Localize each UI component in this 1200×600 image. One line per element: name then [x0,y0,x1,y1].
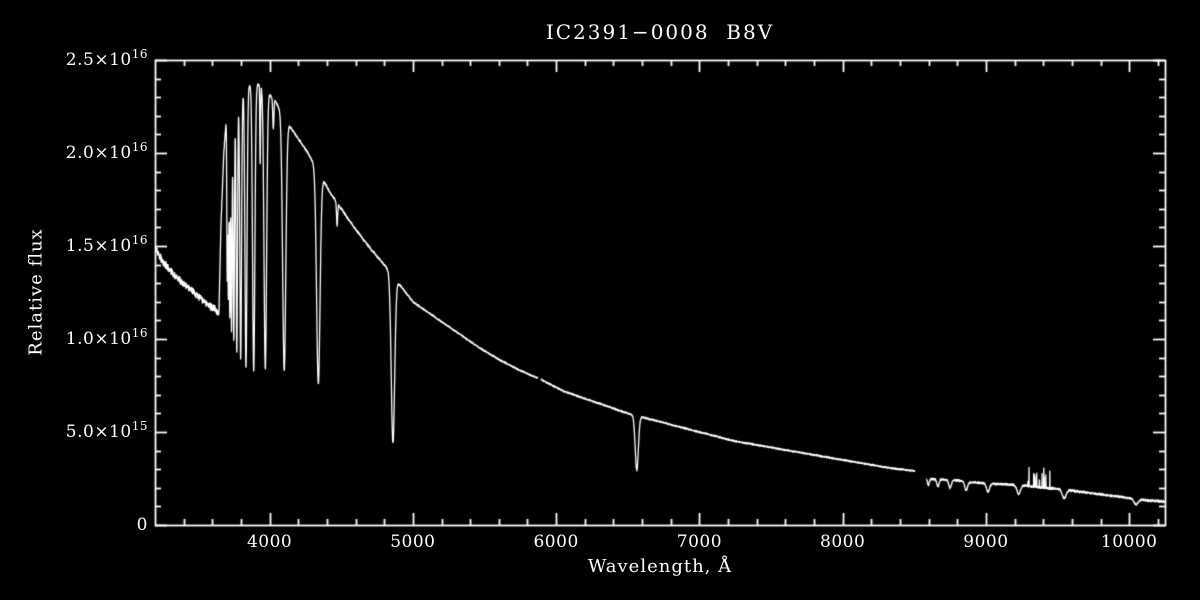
x-tick-label: 8000 [820,532,866,552]
x-tick-label: 10000 [1100,532,1158,552]
y-tick-label: 1.5×1016 [65,233,148,256]
y-tick-label: 2.0×1016 [65,140,148,163]
y-axis-label: Relative flux [25,228,47,356]
y-tick-label: 5.0×1015 [65,419,148,442]
x-tick-label: 4000 [246,532,293,552]
x-axis-label: Wavelength, Å [587,556,733,577]
x-tick-label: 9000 [963,532,1009,552]
x-tick-label: 6000 [533,532,579,552]
x-tick-label: 7000 [676,532,723,552]
y-tick-label: 1.0×1016 [65,326,148,349]
x-tick-label: 5000 [390,532,436,552]
y-tick-label: 2.5×1016 [65,47,148,70]
y-tick-label: 0 [136,515,148,535]
plot-title: IC2391−0008 B8V [545,20,775,44]
